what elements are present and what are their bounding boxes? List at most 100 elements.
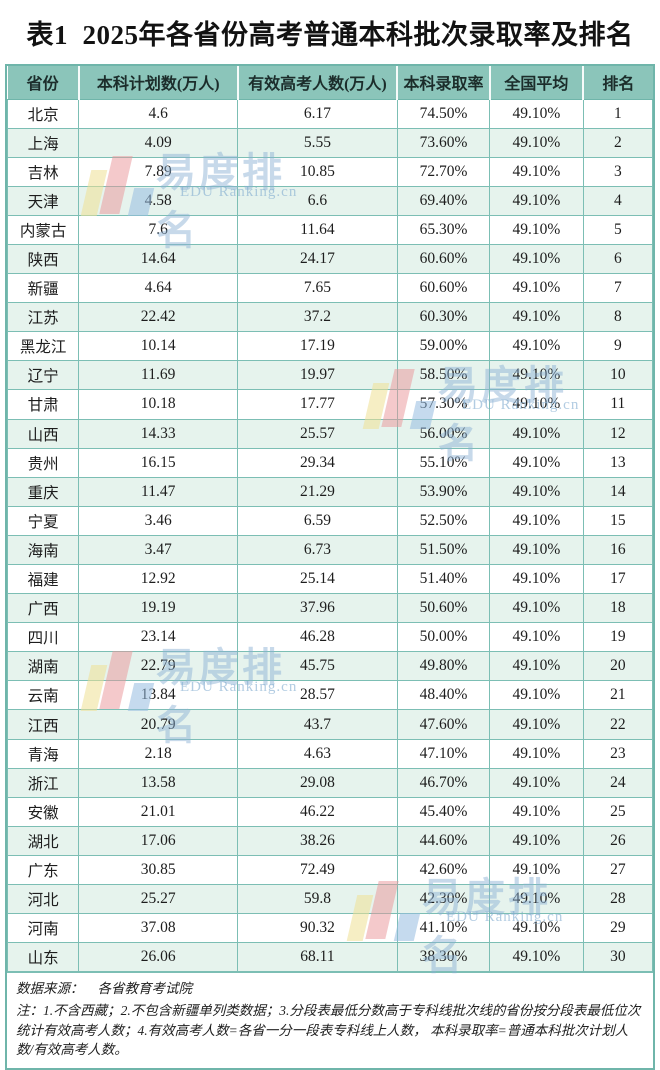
- value-cell: 11.69: [78, 360, 239, 391]
- value-cell: 42.30%: [396, 884, 491, 915]
- value-cell: 6.73: [237, 534, 398, 566]
- table-row: 内蒙古 7.6 11.64 65.30% 49.10% 5: [6, 214, 654, 245]
- value-cell: 49.10%: [489, 273, 584, 304]
- value-cell: 25.27: [78, 884, 239, 915]
- data-source-value: 各省教育考试院: [97, 981, 193, 997]
- rank-cell: 24: [582, 767, 654, 798]
- province-cell: 陕西: [6, 243, 80, 275]
- value-cell: 49.10%: [489, 825, 584, 856]
- value-cell: 49.10%: [489, 942, 584, 973]
- table-row: 青海 2.18 4.63 47.10% 49.10% 23: [6, 738, 654, 769]
- province-cell: 广东: [6, 854, 80, 886]
- table-row: 吉林 7.89 10.85 72.70% 49.10% 3: [6, 156, 654, 187]
- value-cell: 74.50%: [396, 98, 491, 129]
- value-cell: 49.10%: [489, 156, 584, 187]
- rank-cell: 29: [582, 913, 654, 944]
- value-cell: 49.10%: [489, 767, 584, 798]
- value-cell: 37.08: [78, 913, 239, 944]
- value-cell: 49.10%: [489, 302, 584, 333]
- table-row: 陕西 14.64 24.17 60.60% 49.10% 6: [6, 243, 654, 275]
- value-cell: 7.65: [237, 273, 398, 304]
- rank-cell: 9: [582, 331, 654, 362]
- table-row: 四川 23.14 46.28 50.00% 49.10% 19: [6, 622, 654, 653]
- value-cell: 72.49: [237, 854, 398, 886]
- value-cell: 29.34: [237, 447, 398, 478]
- province-cell: 浙江: [6, 767, 80, 798]
- value-cell: 4.58: [78, 185, 239, 216]
- value-cell: 20.79: [78, 709, 239, 740]
- rank-cell: 30: [582, 942, 654, 973]
- value-cell: 42.60%: [396, 854, 491, 886]
- value-cell: 49.10%: [489, 738, 584, 769]
- value-cell: 49.10%: [489, 505, 584, 536]
- value-cell: 45.40%: [396, 796, 491, 827]
- table-row: 山东 26.06 68.11 38.30% 49.10% 30: [6, 942, 654, 973]
- column-header: 本科计划数(万人): [77, 66, 238, 100]
- province-cell: 上海: [6, 127, 80, 158]
- province-cell: 吉林: [6, 156, 80, 187]
- value-cell: 57.30%: [396, 389, 491, 420]
- value-cell: 46.70%: [396, 767, 491, 798]
- province-cell: 江苏: [6, 302, 80, 333]
- value-cell: 41.10%: [396, 913, 491, 944]
- rank-cell: 25: [582, 796, 654, 827]
- value-cell: 21.01: [78, 796, 239, 827]
- rank-cell: 8: [582, 302, 654, 333]
- value-cell: 69.40%: [396, 185, 491, 216]
- value-cell: 49.10%: [489, 709, 584, 740]
- province-cell: 宁夏: [6, 505, 80, 536]
- table-row: 福建 12.92 25.14 51.40% 49.10% 17: [6, 563, 654, 595]
- value-cell: 56.00%: [396, 418, 491, 449]
- value-cell: 46.28: [237, 622, 398, 653]
- rank-cell: 13: [582, 447, 654, 478]
- rank-cell: 17: [582, 563, 654, 595]
- value-cell: 19.97: [237, 360, 398, 391]
- value-cell: 49.10%: [489, 214, 584, 245]
- rank-cell: 21: [582, 680, 654, 711]
- value-cell: 49.80%: [396, 651, 491, 682]
- value-cell: 4.6: [78, 98, 239, 129]
- rank-cell: 12: [582, 418, 654, 449]
- province-cell: 山西: [6, 418, 80, 449]
- column-header: 排名: [582, 66, 653, 100]
- value-cell: 5.55: [237, 127, 398, 158]
- table-row: 湖南 22.79 45.75 49.80% 49.10% 20: [6, 651, 654, 682]
- value-cell: 51.50%: [396, 534, 491, 566]
- rank-cell: 22: [582, 709, 654, 740]
- value-cell: 49.10%: [489, 98, 584, 129]
- province-cell: 内蒙古: [6, 214, 80, 245]
- value-cell: 22.42: [78, 302, 239, 333]
- value-cell: 49.10%: [489, 534, 584, 566]
- rank-cell: 18: [582, 593, 654, 624]
- table-row: 新疆 4.64 7.65 60.60% 49.10% 7: [6, 273, 654, 304]
- rank-cell: 11: [582, 389, 654, 420]
- column-header: 本科录取率: [396, 66, 490, 100]
- value-cell: 17.06: [78, 825, 239, 856]
- value-cell: 48.40%: [396, 680, 491, 711]
- table-row: 贵州 16.15 29.34 55.10% 49.10% 13: [6, 447, 654, 478]
- province-cell: 新疆: [6, 273, 80, 304]
- value-cell: 49.10%: [489, 447, 584, 478]
- value-cell: 49.10%: [489, 854, 584, 886]
- rank-cell: 4: [582, 185, 654, 216]
- value-cell: 55.10%: [396, 447, 491, 478]
- table-row: 广西 19.19 37.96 50.60% 49.10% 18: [6, 593, 654, 624]
- value-cell: 6.59: [237, 505, 398, 536]
- value-cell: 49.10%: [489, 680, 584, 711]
- table-footnotes: 数据来源： 各省教育考试院 注：1.不含西藏；2.不包含新疆单列类数据；3.分段表…: [7, 972, 653, 1069]
- value-cell: 68.11: [237, 942, 398, 973]
- value-cell: 7.89: [78, 156, 239, 187]
- province-cell: 江西: [6, 709, 80, 740]
- table-row: 河北 25.27 59.8 42.30% 49.10% 28: [6, 884, 654, 915]
- province-cell: 福建: [6, 563, 80, 595]
- value-cell: 10.85: [237, 156, 398, 187]
- rank-cell: 5: [582, 214, 654, 245]
- value-cell: 72.70%: [396, 156, 491, 187]
- value-cell: 45.75: [237, 651, 398, 682]
- column-header: 有效高考人数(万人): [236, 66, 398, 100]
- province-cell: 河北: [6, 884, 80, 915]
- rank-cell: 23: [582, 738, 654, 769]
- value-cell: 60.60%: [396, 273, 491, 304]
- value-cell: 17.19: [237, 331, 398, 362]
- table-row: 江苏 22.42 37.2 60.30% 49.10% 8: [6, 302, 654, 333]
